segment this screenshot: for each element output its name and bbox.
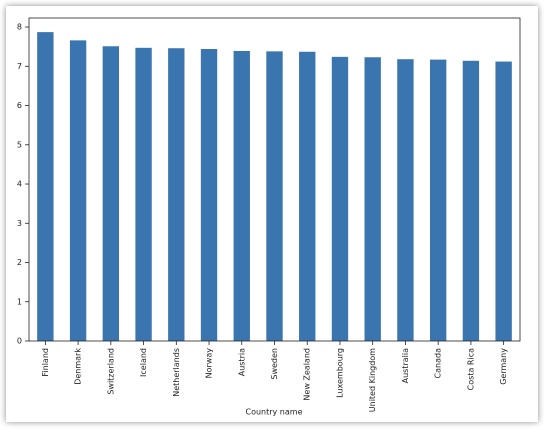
- y-tick-label: 4: [17, 180, 22, 189]
- x-tick-label: Sweden: [270, 348, 279, 380]
- bar: [331, 56, 349, 342]
- x-axis-label: Country name: [245, 408, 302, 417]
- x-tick-label: Australia: [401, 348, 410, 383]
- x-tick-label: Denmark: [74, 348, 83, 385]
- y-tick-label: 0: [17, 337, 22, 346]
- bar: [397, 59, 414, 342]
- bar: [299, 51, 316, 341]
- bar: [233, 50, 250, 341]
- y-tick-label: 8: [17, 23, 22, 32]
- bar: [266, 51, 283, 342]
- x-tick-label: Germany: [499, 348, 508, 385]
- x-tick-label: United Kingdom: [368, 348, 377, 412]
- bar: [69, 40, 87, 341]
- x-tick-label: Austria: [237, 348, 246, 376]
- x-tick-label: Costa Rica: [466, 348, 475, 390]
- y-tick-label: 6: [17, 101, 22, 110]
- bar: [364, 57, 381, 342]
- y-tick-label: 5: [17, 140, 22, 149]
- plot-frame: [28, 17, 521, 342]
- y-tick-label: 7: [17, 62, 22, 71]
- x-tick-label: Netherlands: [172, 348, 181, 397]
- x-tick-label: Norway: [205, 348, 214, 379]
- x-tick-label: Iceland: [139, 348, 148, 377]
- bar: [495, 61, 512, 342]
- bar: [200, 49, 218, 342]
- bar: [135, 47, 152, 342]
- y-tick-label: 2: [17, 258, 22, 267]
- bar: [429, 59, 447, 341]
- bar: [102, 46, 120, 341]
- y-tick-label: 1: [17, 297, 22, 306]
- bar: [168, 48, 185, 341]
- x-tick-label: Luxembourg: [335, 348, 344, 398]
- bar: [462, 60, 480, 341]
- x-tick-label: Switzerland: [106, 348, 115, 395]
- x-tick-label: Canada: [434, 348, 443, 379]
- bar: [37, 32, 54, 342]
- y-tick-label: 3: [17, 219, 22, 228]
- x-tick-label: New Zealand: [303, 348, 312, 401]
- x-tick-label: Finland: [41, 348, 50, 377]
